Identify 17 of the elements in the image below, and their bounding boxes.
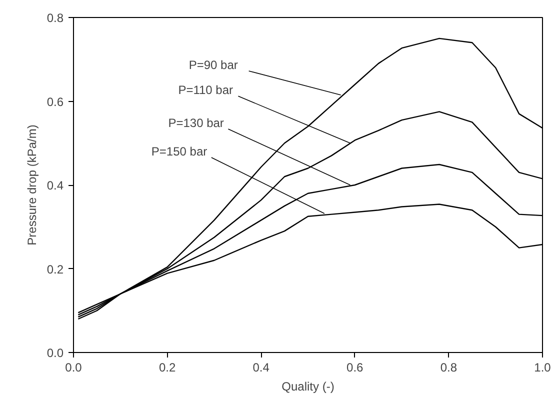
x-tick-label: 0.2 [158,360,176,374]
annotation: P=150 bar [151,144,208,158]
y-tick-label: 0.6 [46,94,64,109]
y-axis-title: Pressure drop (kPa/m) [24,124,39,246]
y-tick-label: 0.0 [46,346,64,360]
annotation: P=90 bar [188,58,238,72]
x-tick-label: 0.4 [252,360,270,374]
y-tick-label: 0.2 [46,262,64,276]
x-tick-label: 0.0 [65,360,82,374]
x-tick-label: 0.6 [346,360,364,374]
annotation: P=130 bar [168,116,224,130]
x-axis-title: Quality (-) [282,380,334,394]
y-tick-label: 0.4 [46,178,64,192]
annotation: P=110 bar [178,83,234,98]
y-tick-label: 0.8 [46,11,64,25]
x-tick-label: 1.0 [534,360,552,374]
x-tick-label: 0.8 [440,360,458,374]
